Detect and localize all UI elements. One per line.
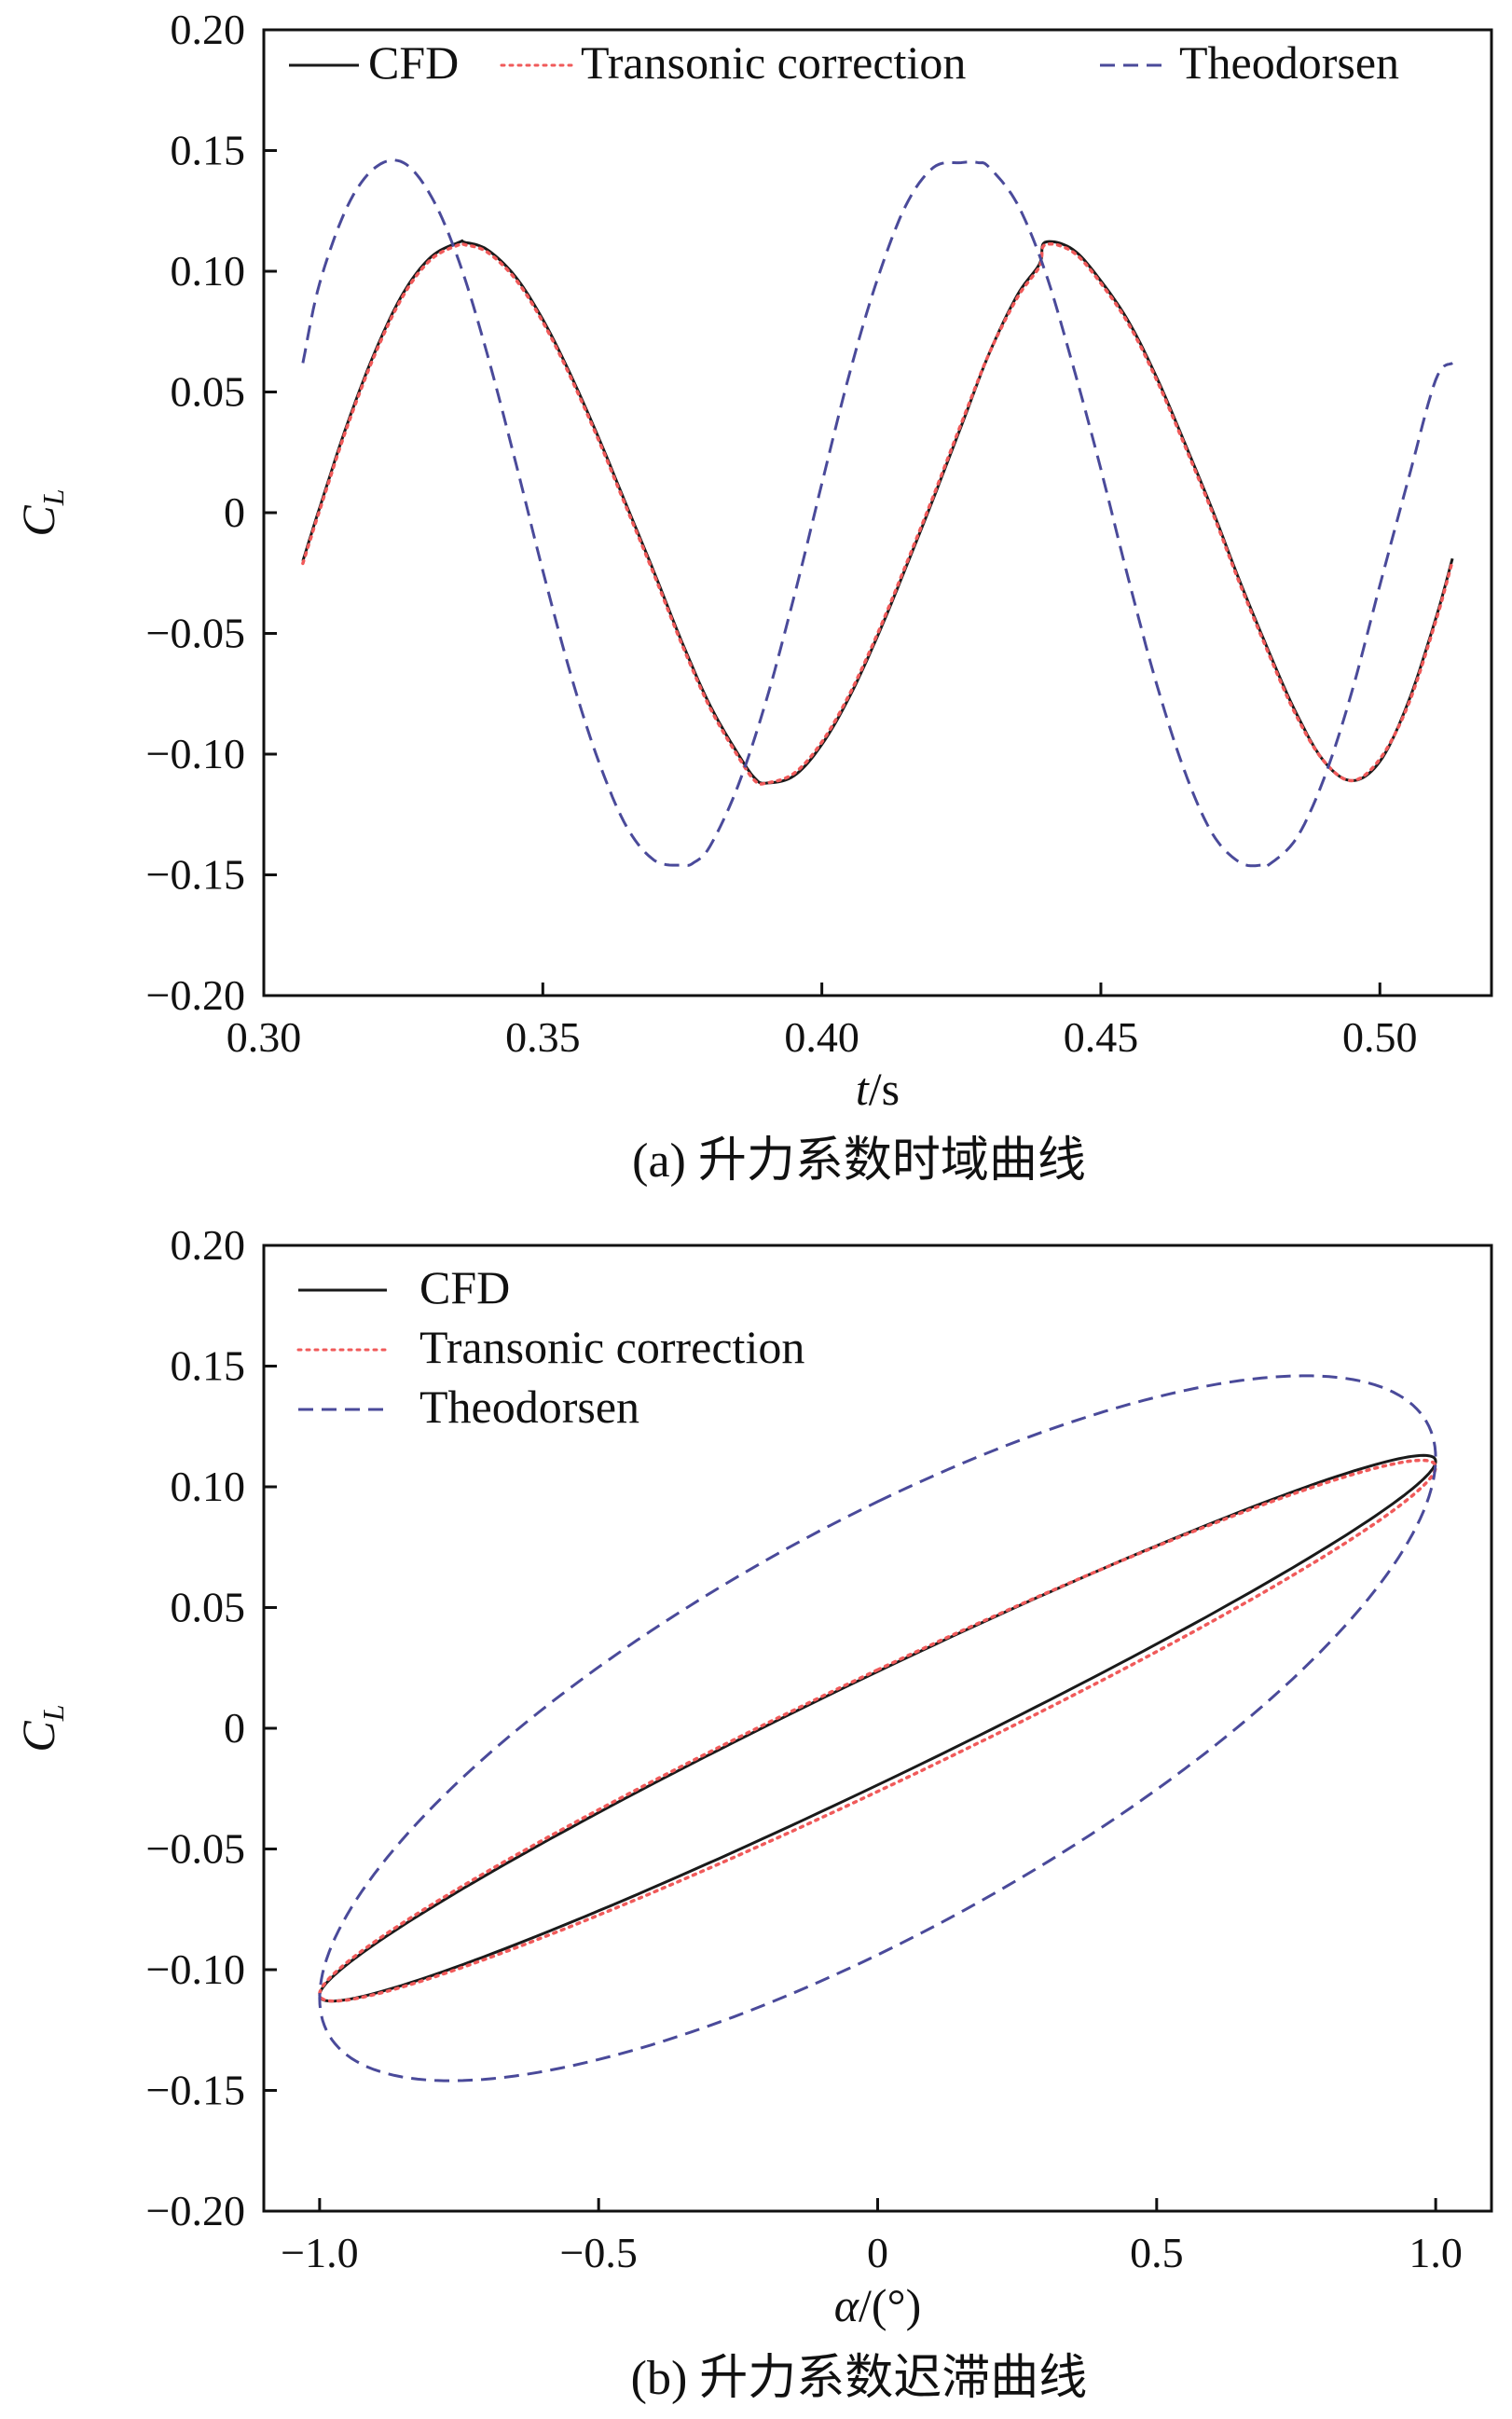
y-tick-label: −0.05 — [146, 1825, 245, 1873]
series-line-cfd — [301, 239, 1454, 785]
y-tick-label: −0.15 — [146, 851, 245, 899]
y-tick-label: 0.10 — [171, 1463, 246, 1510]
x-tick-label: 0.45 — [1064, 1013, 1139, 1061]
x-tick-label: −1.0 — [281, 2229, 358, 2276]
legend-label: Transonic correction — [581, 36, 966, 89]
legend-label: CFD — [419, 1261, 510, 1313]
y-tick-label: 0.10 — [171, 247, 246, 295]
y-tick-label: −0.20 — [146, 971, 245, 1019]
x-tick-label: 0.35 — [505, 1013, 581, 1061]
y-axis-title: CL — [12, 488, 70, 536]
x-tick-label: 1.0 — [1409, 2229, 1463, 2276]
x-tick-label: −0.5 — [559, 2229, 637, 2276]
x-tick-label: 0.30 — [227, 1013, 302, 1061]
x-tick-label: 0.5 — [1130, 2229, 1184, 2276]
y-tick-label: 0 — [224, 488, 245, 536]
series-line-theodorsen — [301, 158, 1453, 869]
figure-caption: (b) 升力系数迟滞曲线 — [631, 2352, 1088, 2405]
x-tick-label: 0.50 — [1342, 1013, 1418, 1061]
y-tick-label: 0.20 — [171, 1221, 246, 1269]
y-tick-label: 0 — [224, 1704, 245, 1752]
x-tick-label: 0 — [867, 2229, 888, 2276]
y-tick-label: −0.10 — [146, 730, 245, 777]
legend-label: Theodorsen — [1179, 36, 1399, 89]
x-axis-title: t/s — [856, 1063, 900, 1115]
y-tick-label: 0.05 — [171, 1584, 246, 1631]
plot-frame — [262, 28, 1493, 997]
x-axis-title: α/(°) — [834, 2279, 921, 2331]
y-tick-label: −0.05 — [146, 610, 245, 657]
y-tick-label: 0.20 — [171, 6, 246, 53]
y-tick-label: −0.20 — [146, 2187, 245, 2234]
y-axis-title: CL — [12, 1704, 70, 1752]
y-tick-label: −0.10 — [146, 1945, 245, 1993]
legend-label: Theodorsen — [419, 1381, 639, 1433]
chart-b: −0.20 −0.15 −0.10 −0.05 0 0.05 0.10 0.15 0.20 −1.… — [12, 1221, 1493, 2405]
legend-label: CFD — [368, 36, 459, 89]
chart-a: −0.20 −0.15 −0.10 −0.05 0 0.05 0.10 0.15 0.20 0.3… — [12, 6, 1493, 1188]
series-line-cfd — [318, 1453, 1437, 2003]
legend-label: Transonic correction — [419, 1321, 804, 1373]
y-tick-label: −0.15 — [146, 2067, 245, 2114]
series-line-transonic-correction — [318, 1458, 1437, 2003]
y-tick-label: 0.15 — [171, 127, 246, 174]
y-tick-label: 0.05 — [171, 368, 246, 416]
series-line-transonic-correction — [301, 241, 1454, 786]
series-line-theodorsen — [318, 1374, 1437, 2082]
y-tick-label: 0.15 — [171, 1342, 246, 1390]
x-tick-label: 0.40 — [784, 1013, 859, 1061]
figure-caption: (a) 升力系数时域曲线 — [632, 1134, 1086, 1188]
